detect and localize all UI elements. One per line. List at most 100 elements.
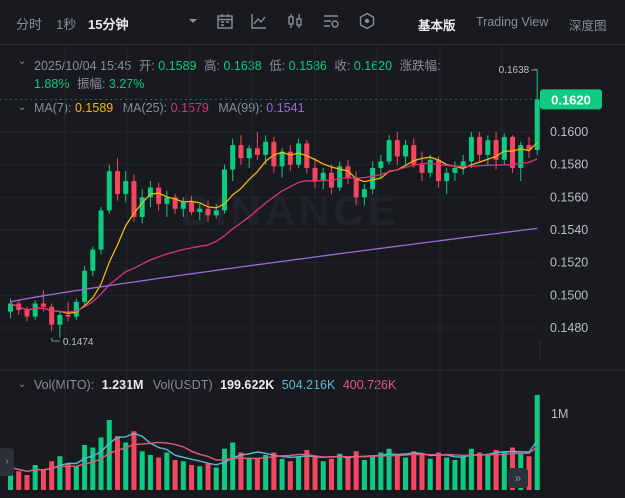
collapse-vol-icon[interactable]: ⌄ [18,379,27,390]
volume-bar [172,460,178,490]
volume-bar [139,451,145,490]
candle-body [337,166,343,188]
low-value: 0.1586 [288,59,327,73]
candle-body [271,141,277,167]
tab-1s[interactable]: 1秒 [56,17,77,32]
interval-dropdown-icon[interactable] [184,12,202,30]
ma7-value: 0.1589 [74,101,114,115]
chart-type-icon[interactable] [286,12,304,30]
ma7-line [10,142,538,314]
display-settings-icon[interactable] [322,12,340,30]
volume-bar [57,456,63,490]
volume-bar [411,451,417,490]
expand-left-button[interactable]: › [0,448,14,476]
volume-bar [106,420,112,490]
volume-bar [320,461,326,490]
volume-bar [189,465,195,490]
ma25-value: 0.1579 [170,101,209,115]
tab-tradingview[interactable]: Trading View [476,15,549,29]
volume-bar [361,460,367,490]
candle-body [518,145,524,168]
tab-time-sharing[interactable]: 分时 [16,17,43,32]
volume-bar [477,452,483,490]
candle-body [90,249,96,271]
max-price-leader [535,68,538,71]
candle-body [57,314,63,325]
candle-body [230,145,236,170]
volume-bar [394,455,400,490]
price-tick-label: 0.1580 [550,158,588,172]
ma7-label: MA(7): [34,101,72,115]
calendar-icon[interactable] [216,12,234,30]
volume-bar [271,452,277,490]
volume-bar [221,448,227,490]
candle-body [73,301,79,317]
ma99-line [10,227,538,303]
settings-hex-icon[interactable] [358,12,376,30]
amplitude-label: 振幅: [76,77,106,91]
volume-bar [40,470,46,490]
collapse-info-icon[interactable]: ⌄ [18,56,27,67]
volume-bar [345,457,351,490]
tab-depth[interactable]: 深度图 [569,19,607,33]
open-value: 0.1589 [158,59,197,73]
scroll-to-latest-button[interactable]: » [508,468,528,488]
ma99-value: 0.1541 [266,101,305,115]
candle-body [263,141,269,155]
volume-ma10-line [10,441,538,473]
candle-body [444,172,450,181]
candle-body [287,151,293,165]
volume-bar [452,460,458,490]
candle-body [296,143,302,165]
candle-body [320,172,326,181]
volume-bar [123,442,129,490]
volume-bar [534,395,540,490]
volume-bar [493,450,499,490]
candle-body [460,161,466,168]
indicator-icon[interactable] [250,12,268,30]
volume-bar [147,455,153,490]
change-value: 1.88% [34,77,70,91]
volume-bar [279,458,285,490]
candle-body [411,145,417,165]
candle-body [238,145,244,159]
volume-tick-label: 1M [551,407,568,421]
candle-body [156,187,162,204]
tab-15m[interactable]: 15分钟 [88,17,129,32]
candle-body [435,159,441,181]
candle-body [394,140,400,157]
candle-body [485,140,491,155]
candle-body [221,169,227,211]
close-label: 收: [334,59,351,73]
volume-bar [246,457,252,490]
vol-ma2-value: 400.726K [342,378,397,392]
volume-bar [287,461,293,490]
candle-body [114,171,120,195]
watermark: BINANCE [180,187,399,234]
min-price-label: 0.1474 [63,337,94,348]
candle-body [328,172,334,188]
collapse-ma-icon[interactable]: ⌄ [18,102,27,113]
volume-bar [427,458,433,490]
volume-bar [82,445,88,490]
candle-body [131,181,137,217]
ma-legend: MA(7): 0.1589 MA(25): 0.1579 MA(99): 0.1… [34,101,305,115]
price-tick-label: 0.1500 [550,288,588,302]
volume-bar [32,465,38,490]
volume-bar [485,455,491,490]
candle-body [378,161,384,168]
price-tick-label: 0.1540 [550,223,588,237]
ma99-label: MA(99): [218,101,263,115]
volume-bar [419,455,425,490]
volume-bar [403,457,409,490]
volume-bar [304,450,310,490]
volume-bar [16,471,22,490]
vol-usdt-value: 199.622K [220,378,275,392]
tab-basic[interactable]: 基本版 [418,19,456,33]
volume-bar [180,461,186,490]
volume-bar [90,447,96,490]
volume-bar [370,456,376,490]
price-tick-label: 0.1480 [550,321,588,335]
volume-bar [164,452,170,490]
volume-bar [386,448,392,490]
